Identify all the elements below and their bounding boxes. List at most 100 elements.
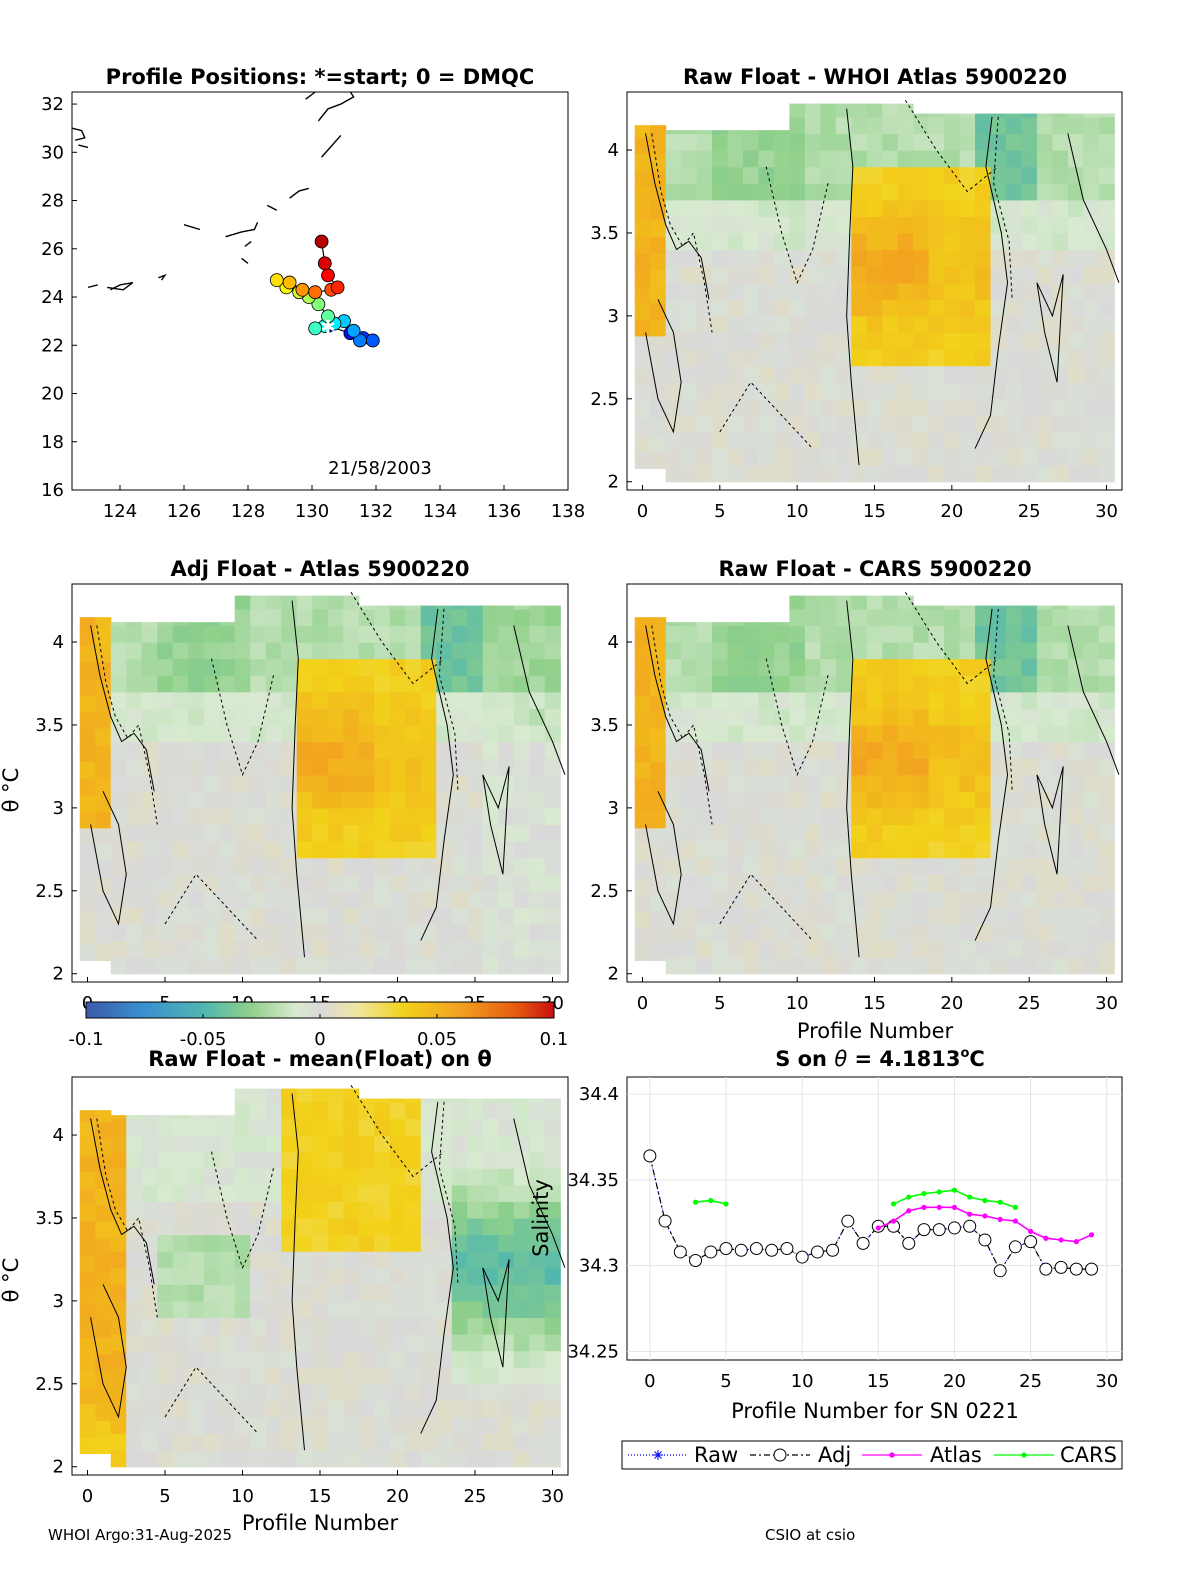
heatmap-cell — [141, 1367, 158, 1385]
heatmap-cell — [1098, 841, 1115, 859]
heatmap-cell — [498, 1151, 515, 1169]
heatmap-cell — [1005, 791, 1023, 809]
heatmap-cell — [188, 1135, 205, 1153]
heatmap-cell — [498, 1098, 515, 1103]
adj-point — [734, 1243, 748, 1257]
heatmap-cell — [529, 608, 546, 627]
heatmap-cell — [1098, 890, 1115, 908]
heatmap-cell — [866, 642, 883, 660]
heatmap-cell — [851, 625, 868, 643]
heatmap-cell — [665, 691, 682, 709]
heatmap-cell — [712, 150, 729, 168]
heatmap-cell — [851, 349, 868, 367]
heatmap-cell — [188, 758, 205, 776]
heatmap-cell — [866, 103, 883, 118]
heatmap-cell — [665, 923, 682, 942]
heatmap-cell — [141, 1383, 158, 1401]
heatmap-cell — [727, 266, 744, 284]
heatmap-cell — [928, 940, 945, 958]
heatmap-cell — [420, 1101, 437, 1120]
heatmap-cell — [436, 1251, 453, 1269]
heatmap-cell — [513, 1168, 530, 1186]
heatmap-cell — [79, 860, 96, 879]
heatmap-cell — [1052, 448, 1069, 466]
heatmap-cell — [250, 642, 267, 660]
heatmap-cell — [727, 216, 744, 234]
heatmap-cell — [234, 957, 251, 975]
heatmap-cell — [1083, 431, 1100, 450]
heatmap-cell — [650, 695, 667, 713]
heatmap-cell — [944, 282, 961, 300]
heatmap-cell — [665, 133, 682, 151]
heatmap-cell — [234, 1151, 251, 1169]
heatmap-cell — [1036, 216, 1053, 234]
coastline-segment — [321, 134, 342, 158]
heatmap-cell — [634, 125, 651, 138]
heatmap-cell — [374, 1284, 391, 1302]
heatmap-cell — [343, 724, 360, 743]
heatmap-cell — [990, 113, 1007, 118]
heatmap-cell — [835, 282, 852, 300]
heatmap-cell — [467, 824, 484, 842]
heatmap-cell — [79, 1121, 96, 1139]
heatmap-cell — [529, 691, 546, 709]
heatmap-cell — [882, 398, 899, 416]
heatmap-cell — [513, 675, 530, 693]
heatmap-cell — [1036, 398, 1053, 416]
heatmap-cell — [343, 1101, 360, 1120]
heatmap-cell — [789, 103, 806, 118]
heatmap-cell — [281, 1400, 298, 1418]
heatmap-cell — [851, 398, 868, 416]
heatmap-cell — [95, 927, 112, 945]
heatmap-cell — [513, 1416, 530, 1435]
heatmap-cell — [467, 1367, 484, 1385]
heatmap-cell — [743, 398, 760, 416]
heatmap-cell — [882, 791, 899, 809]
heatmap-cell — [959, 691, 976, 709]
heatmap-cell — [172, 1383, 189, 1401]
heatmap-cell — [451, 675, 468, 693]
heatmap-cell — [928, 150, 945, 168]
heatmap-cell — [712, 232, 729, 251]
heatmap-cell — [513, 1350, 530, 1368]
heatmap-cell — [265, 625, 282, 643]
heatmap-cell — [79, 645, 96, 663]
heatmap-cell — [358, 1350, 375, 1368]
heatmap-cell — [172, 1433, 189, 1451]
heatmap-cell — [758, 332, 775, 350]
heatmap-cell — [975, 907, 992, 925]
heatmap-cell — [1067, 691, 1084, 709]
heatmap-cell — [420, 1267, 437, 1285]
heatmap-cell — [1067, 249, 1084, 267]
heatmap-cell — [296, 1267, 313, 1285]
heatmap-cell — [773, 282, 791, 300]
heatmap-cell — [467, 791, 484, 809]
heatmap-cell — [451, 791, 468, 809]
heatmap-cell — [975, 658, 992, 676]
heatmap-cell — [727, 741, 744, 759]
heatmap-cell — [141, 957, 158, 975]
heatmap-cell — [250, 1101, 267, 1120]
heatmap-cell — [1067, 415, 1084, 433]
heatmap-cell — [897, 758, 914, 776]
heatmap-cell — [436, 874, 453, 892]
heatmap-cell — [743, 415, 760, 433]
heatmap-cell — [727, 415, 744, 433]
heatmap-cell — [343, 1416, 360, 1435]
heatmap-cell — [1005, 841, 1023, 859]
heatmap-cell — [110, 940, 127, 958]
heatmap-cell — [529, 758, 546, 776]
heatmap-cell — [358, 708, 375, 726]
heatmap-cell — [126, 658, 143, 676]
map-x-tick-label: 138 — [551, 501, 585, 522]
heatmap-cell — [172, 1450, 189, 1468]
heatmap-cell — [157, 1334, 174, 1352]
adj-point — [1085, 1262, 1099, 1276]
heatmap-cell — [712, 658, 729, 676]
heatmap-cell — [203, 1334, 220, 1352]
heatmap-cell — [944, 133, 961, 151]
heatmap-cell — [804, 332, 821, 350]
heatmap-cell — [374, 1184, 391, 1202]
heatmap-cell — [820, 741, 837, 759]
